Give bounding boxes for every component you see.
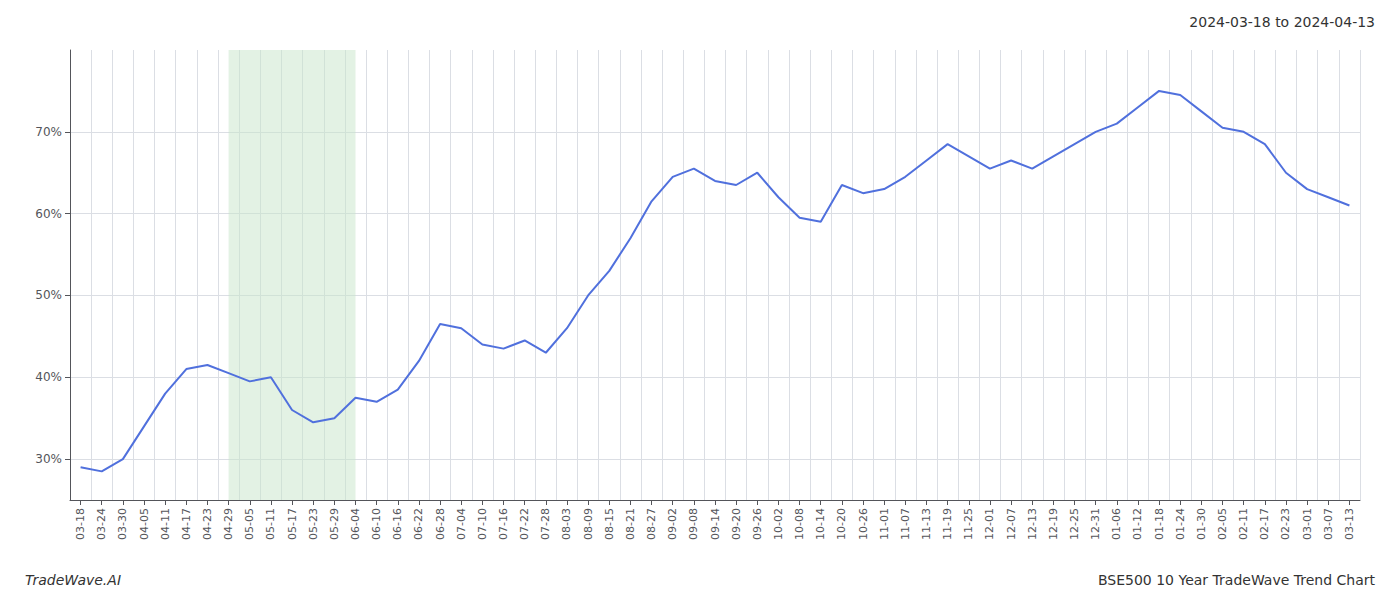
- svg-text:02-23: 02-23: [1279, 508, 1292, 540]
- svg-text:05-17: 05-17: [286, 508, 299, 540]
- svg-text:01-06: 01-06: [1110, 508, 1123, 540]
- svg-text:01-12: 01-12: [1131, 508, 1144, 540]
- svg-text:03-13: 03-13: [1343, 508, 1356, 540]
- svg-text:12-31: 12-31: [1089, 508, 1102, 540]
- svg-text:03-18: 03-18: [74, 508, 87, 540]
- svg-text:TradeWave.AI: TradeWave.AI: [25, 572, 121, 588]
- svg-text:04-23: 04-23: [201, 508, 214, 540]
- svg-text:04-11: 04-11: [159, 508, 172, 540]
- svg-text:07-10: 07-10: [476, 508, 489, 540]
- svg-text:12-13: 12-13: [1026, 508, 1039, 540]
- svg-text:11-13: 11-13: [920, 508, 933, 540]
- svg-text:60%: 60%: [35, 207, 62, 221]
- svg-text:07-28: 07-28: [539, 508, 552, 540]
- svg-text:05-05: 05-05: [243, 508, 256, 540]
- svg-text:09-08: 09-08: [687, 508, 700, 540]
- svg-text:05-11: 05-11: [264, 508, 277, 540]
- svg-text:11-07: 11-07: [899, 508, 912, 540]
- svg-text:05-29: 05-29: [328, 508, 341, 540]
- svg-text:01-24: 01-24: [1174, 508, 1187, 540]
- svg-text:10-26: 10-26: [857, 508, 870, 540]
- svg-text:03-30: 03-30: [116, 508, 129, 540]
- svg-text:02-11: 02-11: [1237, 508, 1250, 540]
- svg-text:11-19: 11-19: [941, 508, 954, 540]
- svg-text:11-25: 11-25: [962, 508, 975, 540]
- svg-text:09-20: 09-20: [730, 508, 743, 540]
- svg-text:50%: 50%: [35, 288, 62, 302]
- svg-text:04-29: 04-29: [222, 508, 235, 540]
- svg-text:11-01: 11-01: [878, 508, 891, 540]
- svg-text:03-01: 03-01: [1301, 508, 1314, 540]
- svg-text:70%: 70%: [35, 125, 62, 139]
- svg-text:12-07: 12-07: [1005, 508, 1018, 540]
- svg-text:03-24: 03-24: [95, 508, 108, 540]
- svg-text:06-28: 06-28: [434, 508, 447, 540]
- svg-text:09-14: 09-14: [709, 508, 722, 540]
- svg-text:07-16: 07-16: [497, 508, 510, 540]
- svg-text:BSE500 10 Year TradeWave Trend: BSE500 10 Year TradeWave Trend Chart: [1098, 572, 1376, 588]
- svg-text:30%: 30%: [35, 452, 62, 466]
- svg-text:06-04: 06-04: [349, 508, 362, 540]
- svg-text:08-03: 08-03: [560, 508, 573, 540]
- svg-text:09-02: 09-02: [666, 508, 679, 540]
- svg-text:10-14: 10-14: [814, 508, 827, 540]
- svg-text:2024-03-18 to 2024-04-13: 2024-03-18 to 2024-04-13: [1189, 14, 1375, 30]
- svg-text:08-27: 08-27: [645, 508, 658, 540]
- svg-text:01-30: 01-30: [1195, 508, 1208, 540]
- svg-text:04-05: 04-05: [138, 508, 151, 540]
- svg-text:08-15: 08-15: [603, 508, 616, 540]
- svg-text:12-25: 12-25: [1068, 508, 1081, 540]
- svg-text:04-17: 04-17: [180, 508, 193, 540]
- svg-text:10-08: 10-08: [793, 508, 806, 540]
- svg-text:10-20: 10-20: [835, 508, 848, 540]
- svg-text:02-05: 02-05: [1216, 508, 1229, 540]
- svg-text:06-16: 06-16: [391, 508, 404, 540]
- svg-text:05-23: 05-23: [307, 508, 320, 540]
- svg-text:12-01: 12-01: [983, 508, 996, 540]
- svg-text:12-19: 12-19: [1047, 508, 1060, 540]
- svg-text:06-10: 06-10: [370, 508, 383, 540]
- svg-text:40%: 40%: [35, 370, 62, 384]
- svg-text:08-09: 08-09: [582, 508, 595, 540]
- svg-text:01-18: 01-18: [1153, 508, 1166, 540]
- svg-text:09-26: 09-26: [751, 508, 764, 540]
- svg-text:06-22: 06-22: [412, 508, 425, 540]
- svg-text:07-04: 07-04: [455, 508, 468, 540]
- svg-text:07-22: 07-22: [518, 508, 531, 540]
- svg-text:10-02: 10-02: [772, 508, 785, 540]
- svg-text:08-21: 08-21: [624, 508, 637, 540]
- svg-text:02-17: 02-17: [1258, 508, 1271, 540]
- svg-text:03-07: 03-07: [1322, 508, 1335, 540]
